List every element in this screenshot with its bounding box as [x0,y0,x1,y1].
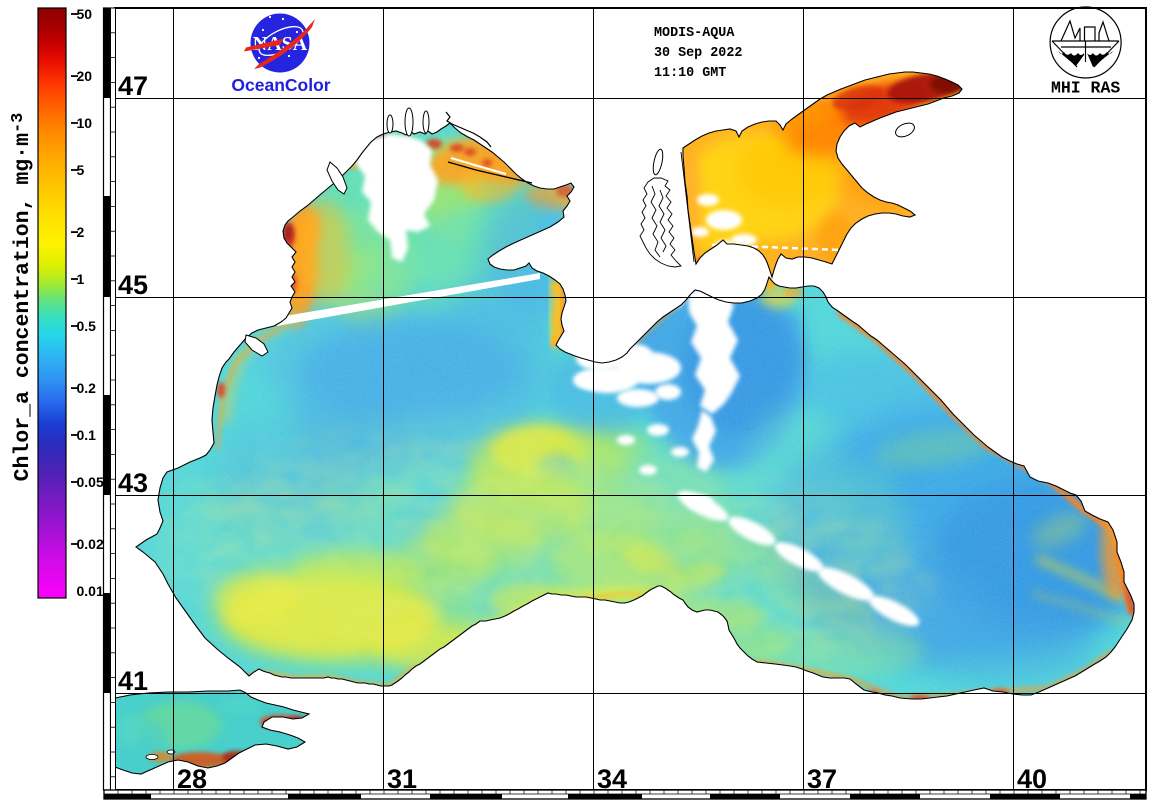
svg-text:0.01: 0.01 [77,583,104,599]
svg-text:31: 31 [387,764,417,794]
svg-text:20: 20 [77,68,93,84]
svg-text:MODIS-AQUA: MODIS-AQUA [654,26,735,41]
svg-text:37: 37 [807,764,837,794]
svg-text:47: 47 [118,71,148,101]
svg-text:0.05: 0.05 [77,474,104,490]
svg-text:OceanColor: OceanColor [231,75,330,95]
svg-text:34: 34 [597,764,627,794]
svg-text:30 Sep 2022: 30 Sep 2022 [654,46,742,61]
svg-text:43: 43 [118,468,148,498]
svg-text:45: 45 [118,270,148,300]
svg-text:0.02: 0.02 [77,536,104,552]
svg-text:2: 2 [77,224,85,240]
svg-text:28: 28 [177,764,207,794]
svg-text:50: 50 [77,6,93,22]
svg-text:5: 5 [77,162,85,178]
svg-text:0.2: 0.2 [77,380,97,396]
svg-text:11:10 GMT: 11:10 GMT [654,66,726,81]
svg-text:MHI RAS: MHI RAS [1051,79,1120,98]
svg-text:0.5: 0.5 [77,318,97,334]
svg-text:Chlor_a concentration, mg·m-3: Chlor_a concentration, mg·m-3 [9,113,35,482]
svg-text:41: 41 [118,666,148,696]
svg-text:10: 10 [77,115,93,131]
svg-text:0.1: 0.1 [77,427,97,443]
svg-text:40: 40 [1017,764,1047,794]
svg-text:1: 1 [77,271,85,287]
